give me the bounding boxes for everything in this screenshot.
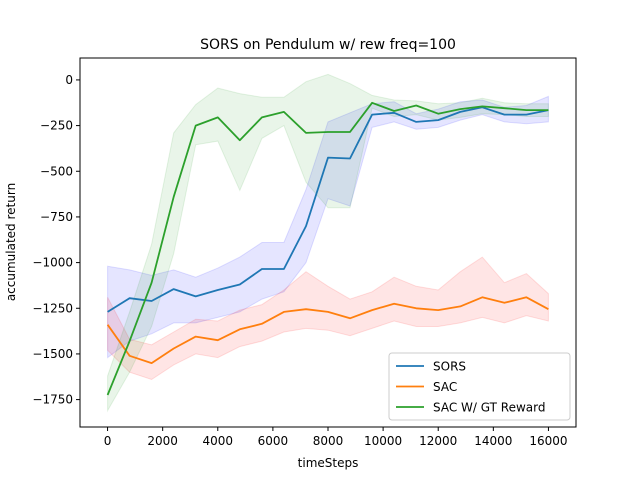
y-tick-label: −500: [40, 164, 73, 178]
x-axis-ticks: 0 2000 4000 6000 8000 10000 12000 14000 16000: [104, 427, 568, 448]
series-lines: [106, 101, 549, 396]
x-tick-label: 16000: [529, 434, 567, 448]
x-tick-label: 12000: [419, 434, 457, 448]
y-axis-label: accumulated return: [4, 183, 18, 301]
y-tick-label: −250: [40, 119, 73, 133]
x-tick-label: 10000: [364, 434, 402, 448]
legend-label-3: SAC W/ GT Reward: [433, 401, 545, 415]
y-tick-label: −1000: [32, 256, 73, 270]
legend-label-1: SORS: [433, 360, 466, 374]
y-tick-label: −1750: [32, 393, 73, 407]
y-tick-label: 0: [65, 73, 73, 87]
legend: SORS SAC SAC W/ GT Reward: [388, 352, 571, 421]
x-tick-label: 0: [104, 434, 112, 448]
y-axis-ticks: 0 −250 −500 −750 −1000 −1250 −1500 −1750: [32, 73, 80, 407]
y-tick-label: −1250: [32, 301, 73, 315]
band-series-1: [107, 95, 549, 359]
line-series-2: [106, 296, 549, 365]
x-tick-label: 2000: [147, 434, 178, 448]
legend-box: [388, 352, 571, 421]
y-tick-label: −1500: [32, 347, 73, 361]
x-tick-label: 8000: [313, 434, 344, 448]
line-series-1: [107, 106, 549, 313]
x-axis-label: timeSteps: [298, 456, 359, 470]
y-tick-label: −750: [40, 210, 73, 224]
line-series-3: [106, 101, 549, 396]
x-tick-label: 6000: [258, 434, 289, 448]
band-series-2: [107, 256, 549, 381]
x-tick-label: 14000: [474, 434, 512, 448]
x-tick-label: 4000: [203, 434, 234, 448]
chart-title: SORS on Pendulum w/ rew freq=100: [200, 37, 456, 53]
legend-label-2: SAC: [433, 380, 457, 394]
